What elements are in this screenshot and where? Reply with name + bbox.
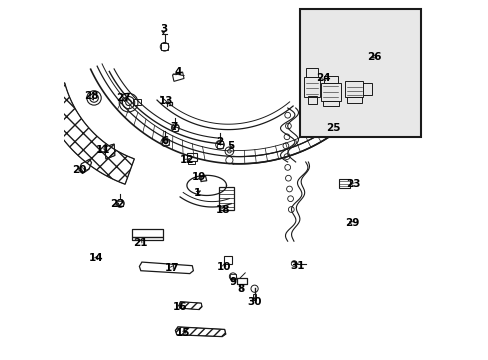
Text: 7: 7 — [170, 122, 178, 132]
Bar — [132, 229, 163, 240]
Bar — [133, 99, 141, 105]
Text: 19: 19 — [192, 172, 206, 182]
Bar — [162, 139, 168, 145]
Text: 2: 2 — [215, 137, 223, 147]
Bar — [186, 153, 197, 161]
Bar — [172, 125, 178, 131]
Bar — [323, 76, 337, 83]
Text: 11: 11 — [96, 145, 110, 156]
Text: 30: 30 — [247, 297, 261, 307]
Bar — [300, 9, 420, 137]
Bar — [252, 294, 256, 300]
Text: 9: 9 — [229, 276, 236, 287]
Text: 29: 29 — [345, 218, 359, 228]
Text: 27: 27 — [116, 93, 131, 103]
Bar — [223, 256, 231, 264]
Text: 14: 14 — [89, 253, 103, 264]
Text: 20: 20 — [72, 165, 87, 175]
Bar — [117, 201, 123, 206]
Bar — [338, 179, 349, 188]
Text: 13: 13 — [159, 96, 173, 106]
Text: 5: 5 — [227, 141, 234, 151]
Text: 31: 31 — [290, 261, 305, 271]
Text: 28: 28 — [84, 91, 99, 102]
Bar — [363, 83, 371, 95]
Text: 18: 18 — [215, 204, 230, 215]
Bar — [219, 187, 233, 210]
Bar — [303, 77, 320, 97]
Text: 24: 24 — [316, 73, 330, 84]
Text: 4: 4 — [174, 67, 181, 77]
Text: 15: 15 — [176, 328, 190, 338]
Bar — [346, 97, 361, 103]
Text: 17: 17 — [164, 263, 179, 273]
Bar — [230, 274, 235, 279]
Text: 10: 10 — [216, 262, 231, 272]
Text: 12: 12 — [179, 155, 194, 165]
Text: 1: 1 — [194, 188, 201, 198]
Text: 6: 6 — [161, 136, 168, 146]
Text: 25: 25 — [326, 123, 340, 133]
Text: 26: 26 — [366, 52, 381, 62]
Text: 21: 21 — [133, 238, 147, 248]
Bar — [187, 161, 194, 164]
Bar — [305, 68, 318, 77]
Text: 8: 8 — [237, 284, 244, 294]
Text: 23: 23 — [346, 179, 360, 189]
Bar — [132, 229, 163, 240]
Text: 22: 22 — [110, 199, 125, 210]
Text: 3: 3 — [160, 24, 167, 34]
Bar — [322, 101, 338, 106]
Bar — [161, 43, 168, 50]
Text: 16: 16 — [172, 302, 186, 312]
Bar — [307, 96, 316, 104]
Bar — [216, 141, 223, 148]
Bar — [345, 81, 363, 97]
Bar — [320, 83, 340, 101]
